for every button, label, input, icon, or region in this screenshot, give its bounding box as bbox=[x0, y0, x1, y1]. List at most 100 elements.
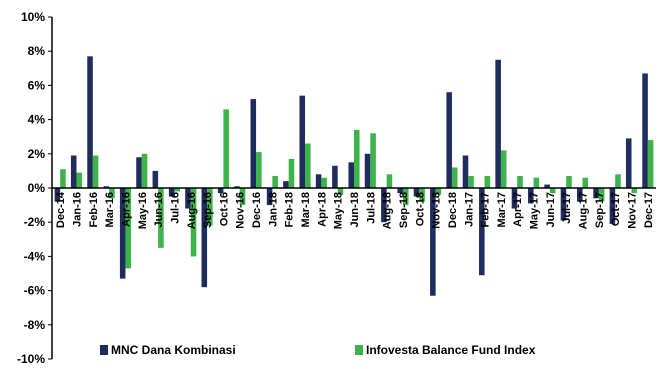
bar-mnc-dana-kombinasi bbox=[446, 92, 452, 188]
x-tick-label: Jul-17 bbox=[561, 192, 573, 224]
bar-infovesta-balance-fund-index bbox=[239, 188, 246, 206]
bar-infovesta-balance-fund-index bbox=[419, 188, 425, 202]
bar-mnc-dana-kombinasi bbox=[168, 188, 175, 197]
x-tick-label: Mar-16 bbox=[104, 192, 116, 227]
x-tick-label: Aug-17 bbox=[578, 192, 590, 229]
bar-infovesta-balance-fund-index bbox=[256, 152, 262, 188]
bar-mnc-dana-kombinasi bbox=[217, 188, 224, 194]
x-tick-label: Nov-17 bbox=[627, 192, 639, 229]
x-tick-label: Oct-16 bbox=[218, 192, 230, 226]
bar-mnc-dana-kombinasi bbox=[544, 184, 550, 188]
bar-mnc-dana-kombinasi bbox=[625, 138, 632, 188]
bar-infovesta-balance-fund-index bbox=[566, 176, 572, 188]
bar-mnc-dana-kombinasi bbox=[250, 99, 257, 188]
x-tick-label: Jul-16 bbox=[169, 192, 181, 224]
x-tick-label: Jan-16 bbox=[71, 192, 83, 227]
x-tick-label: May-18 bbox=[333, 192, 345, 229]
bar-infovesta-balance-fund-index bbox=[223, 109, 229, 188]
x-tick-label: Mar-17 bbox=[496, 192, 508, 227]
bar-mnc-dana-kombinasi bbox=[593, 188, 599, 199]
bar-infovesta-balance-fund-index bbox=[354, 129, 360, 188]
x-tick-label: Sep-18 bbox=[398, 192, 410, 228]
bar-mnc-dana-kombinasi bbox=[397, 188, 403, 194]
bar-mnc-dana-kombinasi bbox=[332, 165, 338, 188]
legend-swatch bbox=[100, 345, 108, 355]
bar-infovesta-balance-fund-index bbox=[141, 153, 148, 188]
x-tick-label: Dec-16 bbox=[251, 192, 263, 228]
bar-mnc-dana-kombinasi bbox=[348, 162, 354, 188]
legend: MNC Dana Kombinasi Infovesta Balance Fund… bbox=[100, 343, 536, 357]
bar-infovesta-balance-fund-index bbox=[272, 176, 278, 188]
bar-mnc-dana-kombinasi bbox=[642, 73, 648, 188]
bar-infovesta-balance-fund-index bbox=[598, 188, 605, 202]
legend-label: MNC Dana Kombinasi bbox=[111, 343, 236, 357]
x-tick-label: May-17 bbox=[529, 192, 541, 229]
bar-mnc-dana-kombinasi bbox=[283, 181, 289, 188]
x-tick-label: Nov-16 bbox=[235, 192, 247, 229]
x-tick-label: Dec-18 bbox=[447, 192, 459, 228]
x-tick-label: Oct-18 bbox=[414, 192, 426, 226]
y-axis: -10% -8% -6% -4% -2% 0% 2% 4% 6% 8% 10% bbox=[17, 10, 53, 366]
bar-mnc-dana-kombinasi bbox=[315, 174, 322, 188]
bar-infovesta-balance-fund-index bbox=[288, 158, 295, 188]
bar-mnc-dana-kombinasi bbox=[462, 155, 469, 188]
bar-infovesta-balance-fund-index bbox=[402, 188, 409, 206]
bar-infovesta-balance-fund-index bbox=[533, 177, 540, 188]
bar-infovesta-balance-fund-index bbox=[174, 188, 180, 192]
x-tick-label: Feb-16 bbox=[88, 192, 100, 227]
x-tick-label: Jun-18 bbox=[349, 192, 361, 227]
x-tick-label: Aug-18 bbox=[382, 192, 394, 229]
legend-label: Infovesta Balance Fund Index bbox=[366, 343, 536, 357]
bar-infovesta-balance-fund-index bbox=[207, 188, 213, 226]
x-tick-label: Oct-17 bbox=[610, 192, 622, 226]
x-tick-label: Sep-17 bbox=[594, 192, 606, 228]
bar-infovesta-balance-fund-index bbox=[451, 167, 458, 188]
x-tick-label: Jun-17 bbox=[545, 192, 557, 227]
bar-infovesta-balance-fund-index bbox=[305, 143, 311, 188]
x-tick-label: Apr-18 bbox=[316, 192, 328, 227]
bar-infovesta-balance-fund-index bbox=[337, 188, 344, 195]
bar-mnc-dana-kombinasi bbox=[560, 188, 567, 221]
bar-infovesta-balance-fund-index bbox=[435, 188, 442, 195]
y-tick-label: -8% bbox=[24, 318, 46, 332]
bar-mnc-dana-kombinasi bbox=[495, 59, 501, 188]
bar-infovesta-balance-fund-index bbox=[615, 174, 621, 188]
y-tick-label: 10% bbox=[21, 10, 45, 24]
y-tick-label: 8% bbox=[28, 44, 46, 58]
x-tick-label: Jul-18 bbox=[365, 192, 377, 224]
bar-mnc-dana-kombinasi bbox=[70, 155, 77, 188]
bar-mnc-dana-kombinasi bbox=[54, 188, 61, 202]
x-tick-label: Jan-17 bbox=[463, 192, 475, 227]
y-tick-label: 0% bbox=[28, 181, 46, 195]
x-tick-label: Apr-17 bbox=[512, 192, 524, 227]
bar-infovesta-balance-fund-index bbox=[582, 177, 589, 188]
x-axis: Dec-14 Jan-16 Feb-16 Mar-16 Apr-16 May-16 Jun-… bbox=[52, 187, 656, 229]
x-tick-label: Nov-18 bbox=[431, 192, 443, 229]
bar-mnc-dana-kombinasi bbox=[576, 188, 583, 202]
x-tick-label: Aug-16 bbox=[186, 192, 198, 229]
bar-infovesta-balance-fund-index bbox=[647, 140, 654, 188]
y-tick-label: -6% bbox=[24, 284, 46, 298]
bar-infovesta-balance-fund-index bbox=[386, 174, 393, 188]
bar-infovesta-balance-fund-index bbox=[321, 177, 327, 188]
x-tick-label: Apr-16 bbox=[120, 192, 132, 227]
y-tick-label: -4% bbox=[24, 249, 46, 263]
bar-infovesta-balance-fund-index bbox=[125, 188, 132, 269]
bar-infovesta-balance-fund-index bbox=[484, 176, 491, 188]
bar-infovesta-balance-fund-index bbox=[92, 155, 99, 188]
bar-infovesta-balance-fund-index bbox=[60, 169, 66, 188]
bar-mnc-dana-kombinasi bbox=[234, 186, 240, 188]
bar-mnc-dana-kombinasi bbox=[381, 188, 387, 223]
x-tick-label: Jun-16 bbox=[153, 192, 165, 227]
bars-group bbox=[54, 56, 654, 296]
bar-infovesta-balance-fund-index bbox=[631, 188, 638, 194]
bar-mnc-dana-kombinasi bbox=[413, 188, 420, 197]
x-tick-label: Feb-18 bbox=[284, 192, 296, 227]
legend-item-infovesta-balance-fund-index: Infovesta Balance Fund Index bbox=[355, 343, 536, 357]
bar-mnc-dana-kombinasi bbox=[528, 188, 534, 204]
y-tick-label: 6% bbox=[28, 78, 46, 92]
bar-mnc-dana-kombinasi bbox=[299, 95, 306, 188]
y-tick-label: -2% bbox=[24, 215, 46, 229]
y-tick-label: 4% bbox=[28, 113, 46, 127]
